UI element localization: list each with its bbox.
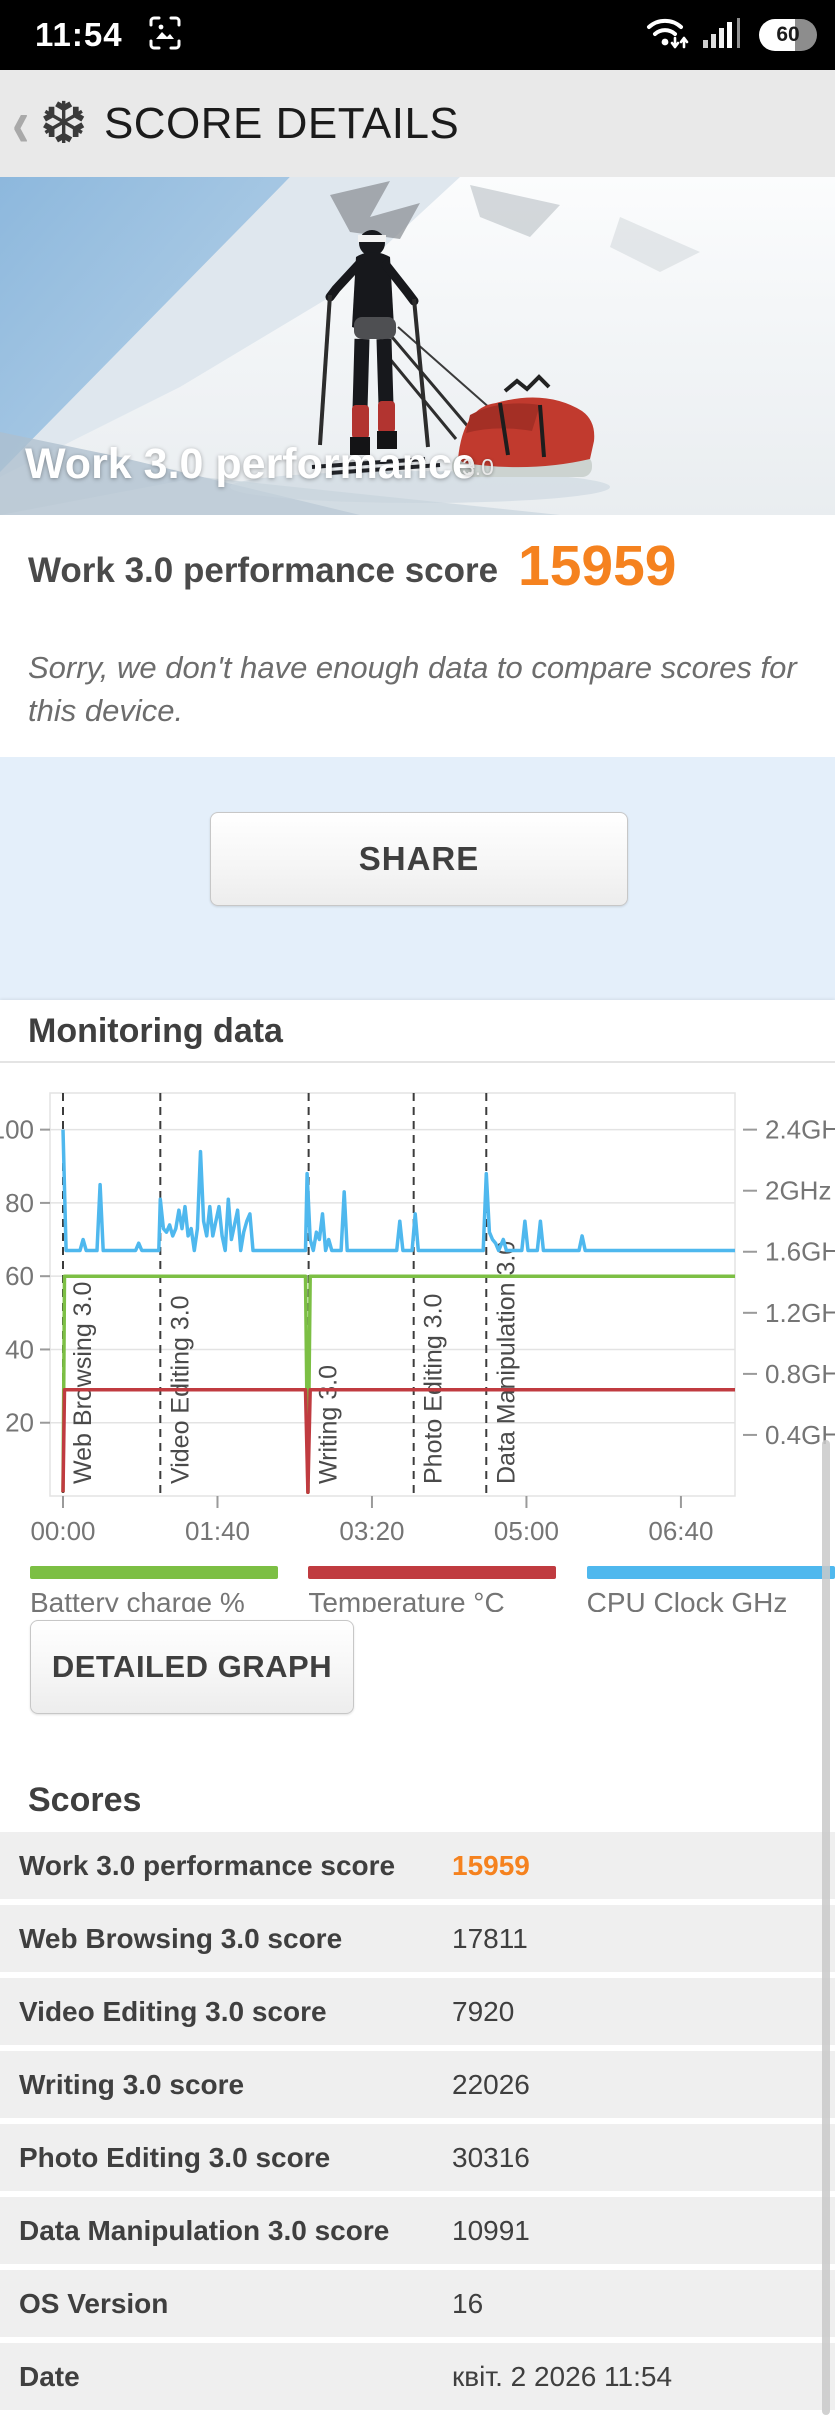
svg-text:01:40: 01:40 [185,1516,250,1546]
back-icon[interactable]: ‹ [12,85,30,162]
table-row: Video Editing 3.0 score 7920 [0,1978,835,2045]
legend-swatch [30,1566,278,1579]
svg-text:1.2GHz: 1.2GHz [765,1298,835,1328]
scores-heading-row: Scores [0,1772,835,1828]
row-value: 16 [452,2287,484,2319]
scrollbar[interactable] [822,1440,830,2415]
row-label: Web Browsing 3.0 score [19,1922,343,1954]
screenshot-icon [145,13,185,58]
scores-heading: Scores [28,1781,142,1819]
svg-text:Web Browsing 3.0: Web Browsing 3.0 [69,1282,97,1484]
table-row: OS Version 16 [0,2270,835,2337]
pcmark-snowflake-icon: ❆ [39,90,88,156]
table-row: Date квіт. 2 2026 11:54 [0,2343,835,2410]
svg-text:05:00: 05:00 [494,1516,559,1546]
svg-text:2.4GHz: 2.4GHz [765,1115,835,1145]
table-row: Data Manipulation 3.0 score 10991 [0,2197,835,2264]
table-row: Photo Editing 3.0 score 30316 [0,2124,835,2191]
svg-text:80: 80 [5,1188,34,1218]
monitoring-card: Monitoring data 204060801000.4GHz0.8GHz1… [0,1000,835,1618]
battery-indicator: 60 [759,19,817,51]
no-data-section: Sorry, we don't have enough data to comp… [0,627,835,757]
monitoring-chart: 204060801000.4GHz0.8GHz1.2GHz1.6GHz2GHz2… [0,1063,835,1564]
table-row: Work 3.0 performance score 15959 [0,1832,835,1899]
page-title: SCORE DETAILS [103,98,460,148]
signal-bars-icon [703,16,747,55]
table-row: Web Browsing 3.0 score 17811 [0,1905,835,1972]
app-header: ‹ ❆ SCORE DETAILS [0,70,835,177]
row-label: Writing 3.0 score [19,2068,245,2100]
hero-title: Work 3.0 performance [25,440,476,488]
svg-text:Data Manipulation 3.0: Data Manipulation 3.0 [492,1241,520,1484]
svg-text:0.8GHz: 0.8GHz [765,1359,835,1389]
legend-swatch [308,1566,557,1579]
scores-table: Work 3.0 performance score 15959 Web Brows… [0,1832,835,2416]
hero-image: Work 3.0 performance 3.0 [0,177,835,515]
share-section: SHARE [0,757,835,1000]
svg-text:20: 20 [5,1408,34,1438]
svg-text:00:00: 00:00 [30,1516,95,1546]
row-value: 7920 [452,1995,515,2027]
svg-text:2GHz: 2GHz [765,1176,831,1206]
row-value: 22026 [452,2068,530,2100]
svg-text:03:20: 03:20 [339,1516,404,1546]
row-value: 10991 [452,2214,530,2246]
legend-swatch [586,1566,835,1579]
row-value: 17811 [452,1922,528,1954]
table-row: Writing 3.0 score 22026 [0,2051,835,2118]
hero-version-tag: 3.0 [462,454,494,480]
row-value: квіт. 2 2026 11:54 [452,2360,673,2392]
ski-photo-illustration [0,177,835,515]
detailed-graph-button[interactable]: DETAILED GRAPH [30,1620,354,1714]
row-label: Video Editing 3.0 score [19,1995,327,2027]
row-label: Date [19,2360,80,2392]
row-label: OS Version [19,2287,169,2319]
divider [0,1061,835,1063]
svg-text:Writing 3.0: Writing 3.0 [315,1365,343,1484]
detailed-graph-section: DETAILED GRAPH [0,1612,835,1772]
svg-text:40: 40 [5,1334,34,1364]
no-data-message: Sorry, we don't have enough data to comp… [28,650,797,728]
svg-text:100: 100 [0,1115,34,1145]
row-label: Data Manipulation 3.0 score [19,2214,390,2246]
row-label: Work 3.0 performance score [19,1849,396,1881]
row-value: 15959 [452,1849,530,1881]
row-label: Photo Editing 3.0 score [19,2141,331,2173]
row-value: 30316 [452,2141,530,2173]
score-value: 15959 [518,534,677,598]
svg-text:60: 60 [5,1261,34,1291]
status-bar: 11:54 60 [0,0,835,70]
share-button[interactable]: SHARE [210,812,628,906]
wifi-icon [645,14,691,57]
clock: 11:54 [35,16,123,53]
score-summary: Work 3.0 performance score 15959 [0,515,835,627]
svg-text:1.6GHz: 1.6GHz [765,1237,835,1267]
svg-text:06:40: 06:40 [648,1516,713,1546]
score-label: Work 3.0 performance score [28,551,499,590]
monitoring-heading: Monitoring data [28,1012,283,1050]
